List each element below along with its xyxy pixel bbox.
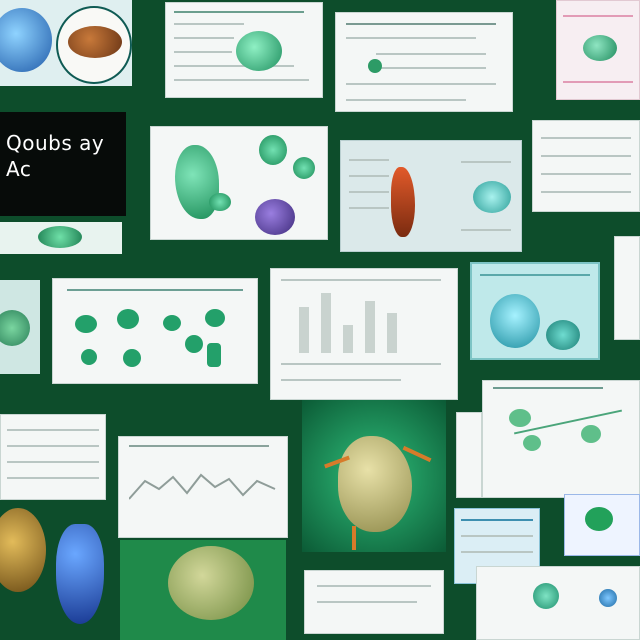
line-chart-icon: [129, 473, 276, 500]
blue-device-tile: [564, 494, 640, 556]
leaf-icon: [581, 425, 601, 443]
organ-icon: [236, 31, 282, 71]
title-line-2: Ac: [6, 157, 32, 181]
organ-icon: [293, 157, 315, 179]
organ-icon: [546, 320, 580, 350]
network-diagram-tile[interactable]: [52, 278, 258, 384]
organ-illustrations-tile[interactable]: [0, 0, 132, 86]
leaf-diagram-tile[interactable]: [482, 380, 640, 498]
network-icon: [163, 315, 181, 331]
bottom-right-sheet-tile: [476, 566, 640, 640]
leaf-sheet-back-tile: [456, 412, 482, 498]
organ-icon: [255, 199, 295, 235]
small-cell-tile: [0, 280, 40, 374]
network-icon: [185, 335, 203, 353]
bar-chart-icon: [291, 287, 415, 353]
organ-icon: [209, 193, 231, 211]
title-card: Qoubs ay Ac: [0, 112, 126, 216]
grid-sheet-tile: [0, 414, 106, 500]
network-icon: [207, 343, 221, 367]
side-notes-tile: [532, 120, 640, 212]
report-sheet-tile[interactable]: [335, 12, 513, 112]
network-icon: [75, 315, 97, 333]
network-icon: [123, 349, 141, 367]
cyan-screen-tile[interactable]: [470, 262, 600, 360]
organ-icon: [391, 167, 415, 237]
green-strip-tile: [0, 222, 122, 254]
network-icon: [205, 309, 225, 327]
organ-icon: [259, 135, 287, 165]
organ-icon: [583, 35, 617, 61]
3d-organ-render-tile[interactable]: [302, 400, 446, 552]
organ-icon: [68, 26, 122, 58]
green-bean-tile: [120, 540, 286, 640]
network-icon: [81, 349, 97, 365]
leaf-icon: [523, 435, 541, 451]
line-chart-sheet-tile[interactable]: [118, 436, 288, 538]
title-line-1: Qoubs ay: [6, 131, 105, 155]
organ-icon: [338, 436, 412, 532]
pink-diagram-tile[interactable]: [556, 0, 640, 100]
blue-sculpture-tile[interactable]: [48, 504, 116, 632]
organ-icon: [473, 181, 511, 213]
blank-report-tile[interactable]: [304, 570, 444, 634]
bar-chart-sheet-tile[interactable]: [270, 268, 458, 400]
anatomy-chart-tile[interactable]: [150, 126, 328, 240]
teal-slide-tile[interactable]: [340, 140, 522, 252]
leaf-icon: [509, 409, 531, 427]
organ-icon: [368, 59, 382, 73]
network-icon: [117, 309, 139, 329]
right-edge-sheet-tile: [614, 236, 640, 340]
diagram-sheet-tile[interactable]: [165, 2, 323, 98]
organ-icon: [0, 8, 52, 72]
gold-object-tile: [0, 508, 46, 604]
organ-icon: [490, 294, 540, 348]
organ-icon: [56, 524, 104, 624]
